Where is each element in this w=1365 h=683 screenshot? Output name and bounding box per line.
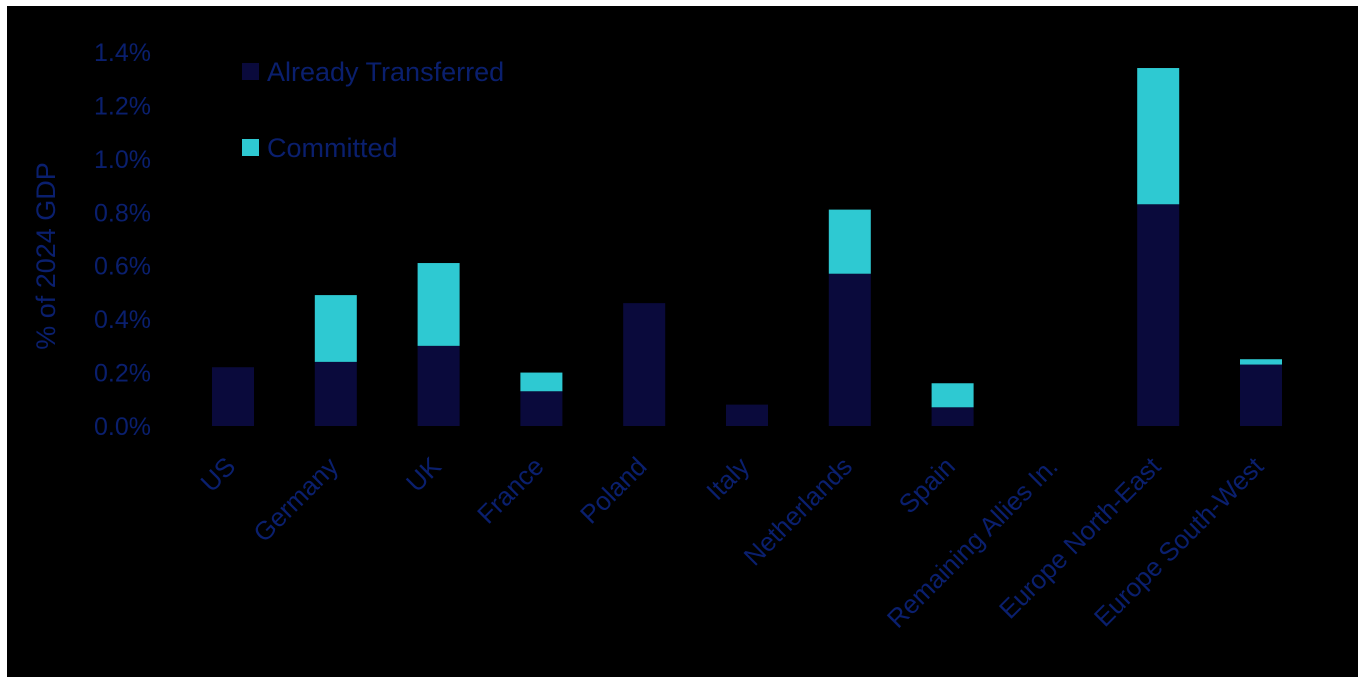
bar-segment-committed [1240, 359, 1282, 365]
x-tick-label: Germany [247, 451, 344, 548]
y-tick-label: 0.4% [94, 306, 151, 334]
legend-label: Committed [267, 133, 398, 163]
x-tick-label: France [471, 451, 549, 529]
bar-segment-committed [417, 263, 460, 346]
bar-segment-already-transferred [212, 367, 254, 426]
bar-segment-already-transferred [1240, 364, 1282, 426]
legend-swatch [242, 63, 259, 80]
bar-segment-already-transferred [1137, 204, 1180, 426]
x-tick-label: Remaining Allies In. [881, 451, 1064, 634]
bar-segment-already-transferred [726, 404, 768, 426]
x-tick-label: Netherlands [738, 451, 858, 571]
y-tick-label: 0.0% [94, 413, 151, 441]
y-tick-label: 0.2% [94, 360, 151, 388]
y-tick-label: 1.0% [94, 146, 151, 174]
bar-segment-committed [828, 209, 871, 274]
stacked-bar-chart: 0.0% 0.2% 0.4% 0.6% 0.8% 1.0% 1.2% 1.4% US Germa… [31, 39, 1282, 634]
y-tick-label: 0.6% [94, 253, 151, 281]
y-tick-label: 1.2% [94, 92, 151, 120]
legend: Already Transferred Committed [242, 57, 504, 163]
x-tick-label: Poland [574, 451, 652, 529]
bar-segment-already-transferred [417, 345, 460, 426]
bar-segment-already-transferred [828, 273, 871, 426]
y-tick-label: 1.4% [94, 39, 151, 67]
x-tick-label: US [194, 451, 241, 498]
bar-segment-already-transferred [931, 407, 974, 426]
y-axis-ticks: 0.0% 0.2% 0.4% 0.6% 0.8% 1.0% 1.2% 1.4% [94, 39, 151, 441]
bar-segment-committed [520, 372, 563, 392]
bar-segment-already-transferred [623, 303, 666, 426]
legend-swatch [242, 139, 259, 156]
bar-segment-committed [931, 383, 974, 408]
bars [212, 68, 1282, 426]
x-tick-label: UK [400, 451, 447, 498]
y-tick-label: 0.8% [94, 199, 151, 227]
chart-frame: 0.0% 0.2% 0.4% 0.6% 0.8% 1.0% 1.2% 1.4% US Germa… [7, 6, 1358, 677]
y-axis-label: % of 2024 GDP [31, 162, 61, 350]
bar-segment-committed [314, 295, 357, 362]
bar-segment-committed [1137, 68, 1180, 205]
bar-segment-already-transferred [520, 391, 563, 426]
bar-segment-already-transferred [314, 361, 357, 426]
x-tick-label: Europe South-West [1088, 450, 1270, 632]
x-tick-label: Spain [893, 451, 961, 519]
legend-label: Already Transferred [267, 57, 504, 87]
x-tick-label: Italy [700, 451, 755, 506]
